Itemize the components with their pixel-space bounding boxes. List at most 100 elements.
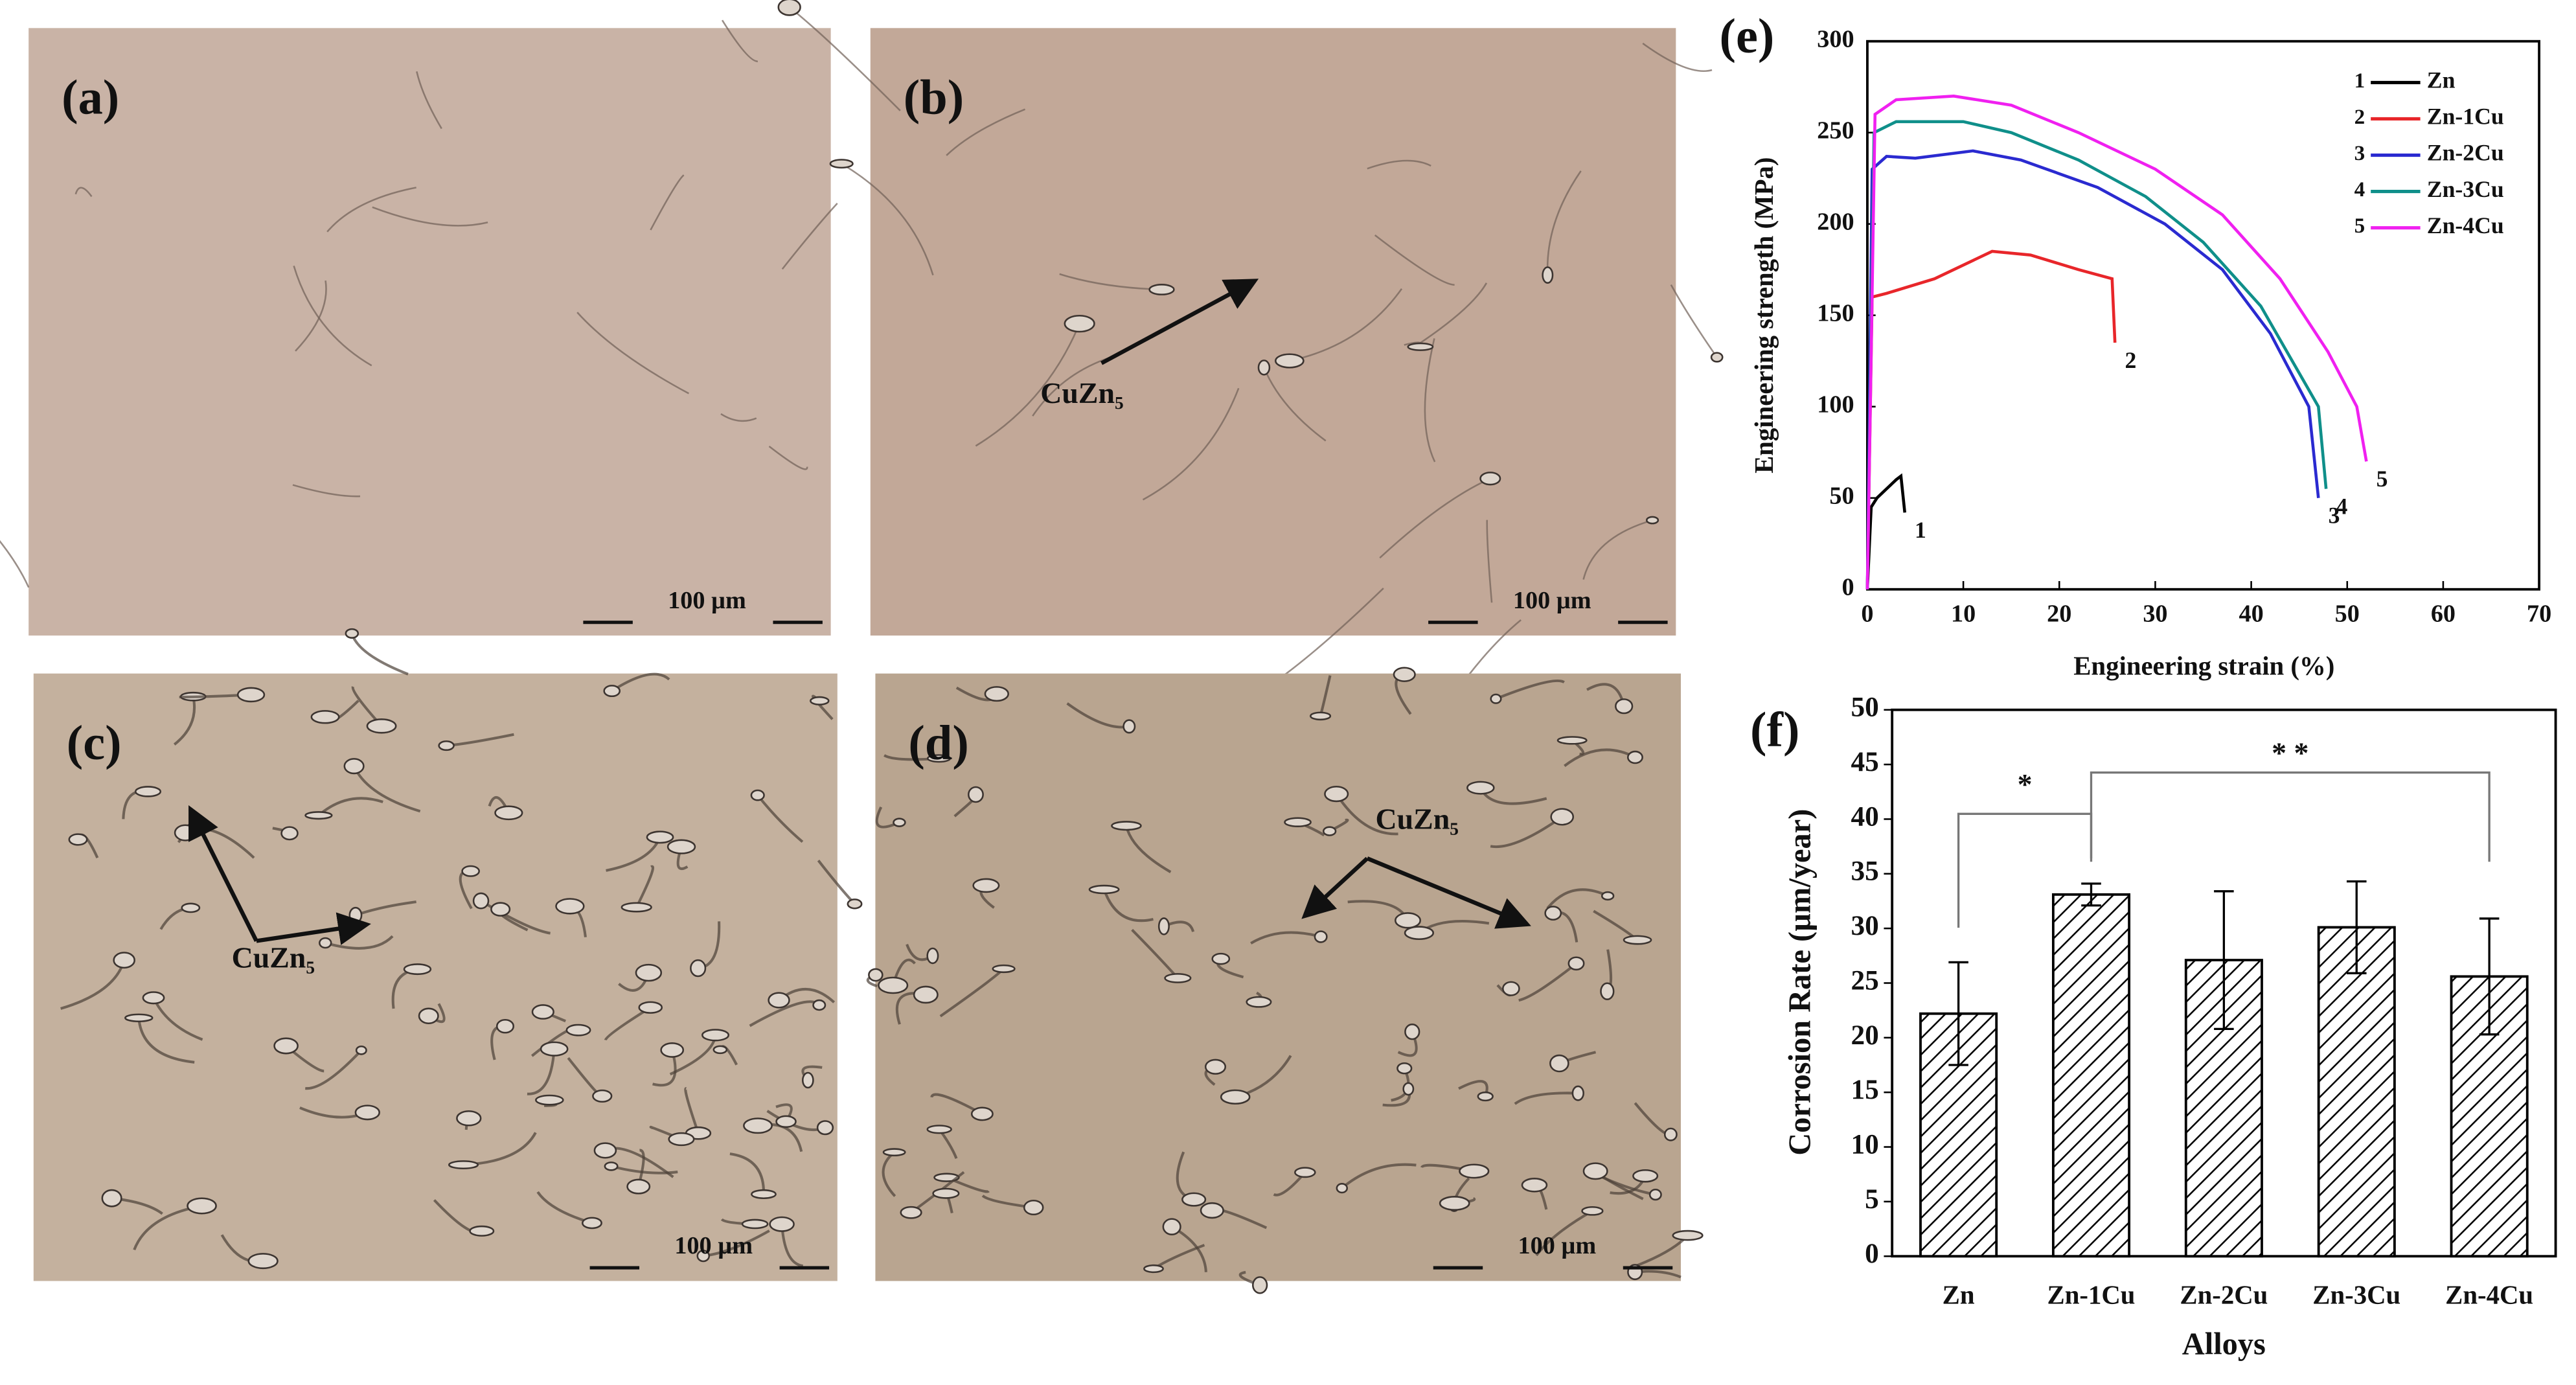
grain-line — [480, 899, 551, 935]
precipitate — [469, 1225, 495, 1237]
curve-label: 2 — [2125, 347, 2136, 373]
precipitate — [448, 1160, 479, 1169]
grain-line — [1142, 387, 1240, 501]
grain-line — [1367, 159, 1431, 170]
precipitate — [743, 1117, 773, 1134]
y-tick-label: 50 — [1829, 482, 1854, 509]
y-tick-label: 150 — [1817, 299, 1854, 326]
x-tick-label: 40 — [2239, 600, 2263, 627]
grain-line — [650, 174, 685, 231]
y-tick-label: 50 — [1851, 692, 1878, 723]
y-tick-label: 0 — [1865, 1238, 1879, 1269]
precipitate — [555, 898, 585, 915]
micrograph-panel: (c) 100 µm CuZn₅ — [33, 628, 863, 1281]
precipitate — [1502, 981, 1520, 996]
grain-line — [930, 1093, 983, 1116]
precipitate — [1023, 1199, 1044, 1216]
y-axis-label: Engineering strength (MPa) — [1750, 157, 1779, 474]
grain-line — [1059, 273, 1162, 291]
precipitate — [1181, 1192, 1207, 1207]
grain-line — [74, 187, 93, 198]
arrow — [1301, 856, 1369, 919]
grain-line — [1124, 825, 1172, 873]
error-bar — [2346, 880, 2367, 974]
significance-bracket — [2090, 771, 2491, 862]
grain-line — [1490, 816, 1563, 849]
precipitate — [972, 878, 1000, 893]
precipitate — [1477, 1091, 1494, 1102]
precipitate — [403, 963, 432, 976]
precipitate — [1162, 1218, 1181, 1235]
micrograph — [28, 28, 831, 636]
precipitate — [1459, 1163, 1490, 1179]
annotation: CuZn₅ — [1376, 803, 1459, 836]
y-tick-label: 250 — [1817, 117, 1854, 144]
precipitate — [1550, 808, 1575, 826]
grain-line — [1032, 356, 1111, 417]
precipitate — [540, 1041, 569, 1057]
curve-label: 5 — [2377, 466, 2388, 492]
arrow — [1100, 279, 1259, 365]
precipitate — [667, 839, 696, 854]
micrograph — [870, 28, 1676, 636]
precipitate — [592, 1089, 613, 1103]
error-bar — [2214, 890, 2234, 1031]
x-tick-label: Zn-3Cu — [2312, 1280, 2400, 1309]
precipitate — [1220, 1089, 1251, 1105]
grain-line — [317, 797, 383, 817]
precipitate — [1627, 750, 1643, 764]
precipitate — [750, 789, 765, 801]
curve-label: 4 — [2336, 493, 2347, 519]
grain-line — [326, 187, 416, 233]
precipitate — [1571, 1085, 1584, 1101]
precipitate — [236, 687, 266, 703]
precipitate — [1123, 719, 1136, 734]
grain-line — [305, 1049, 363, 1090]
precipitate — [319, 937, 332, 949]
grain-line — [1564, 748, 1636, 768]
precipitate — [1164, 973, 1192, 983]
precipitate — [626, 1178, 651, 1195]
precipitate — [1396, 1062, 1413, 1075]
y-tick-label: 30 — [1851, 910, 1878, 941]
precipitate — [1490, 693, 1502, 704]
precipitate — [701, 1029, 730, 1042]
precipitate — [900, 1206, 922, 1219]
precipitate — [638, 1001, 663, 1014]
x-tick-label: 10 — [1951, 600, 1976, 627]
precipitate — [1148, 284, 1175, 295]
scale-bar-label: 100 µm — [1513, 587, 1591, 614]
precipitate — [646, 830, 674, 844]
precipitate — [751, 1189, 777, 1200]
precipitate — [1294, 1167, 1316, 1178]
precipitate — [1064, 314, 1095, 333]
micrograph-panel: (d) 100 µm CuZn₅ — [866, 667, 1704, 1294]
grain-line — [975, 323, 1080, 447]
precipitate — [775, 1115, 797, 1128]
grain-line — [576, 312, 689, 395]
precipitate — [345, 628, 359, 639]
grain-line — [768, 445, 808, 470]
precipitate — [366, 718, 397, 734]
precipitate — [1336, 1183, 1349, 1194]
grain-line — [1535, 1209, 1593, 1257]
grain-line — [604, 1006, 652, 1041]
precipitate — [1251, 1276, 1268, 1294]
precipitate — [1402, 1082, 1415, 1096]
y-tick-label: 25 — [1851, 965, 1878, 996]
grain-line — [416, 71, 442, 130]
precipitate — [343, 758, 365, 775]
grain-line — [0, 540, 30, 588]
scale-bar-label: 100 µm — [1518, 1232, 1596, 1259]
precipitate — [1615, 698, 1634, 715]
error-bar — [2479, 917, 2500, 1036]
precipitate — [1246, 996, 1272, 1008]
precipitate — [142, 991, 165, 1005]
grain-line — [1419, 282, 1488, 344]
precipitate — [1211, 952, 1231, 965]
precipitate — [1672, 1230, 1704, 1241]
precipitate — [181, 902, 201, 913]
legend-label: Zn — [2427, 67, 2456, 93]
precipitate — [535, 1094, 564, 1106]
